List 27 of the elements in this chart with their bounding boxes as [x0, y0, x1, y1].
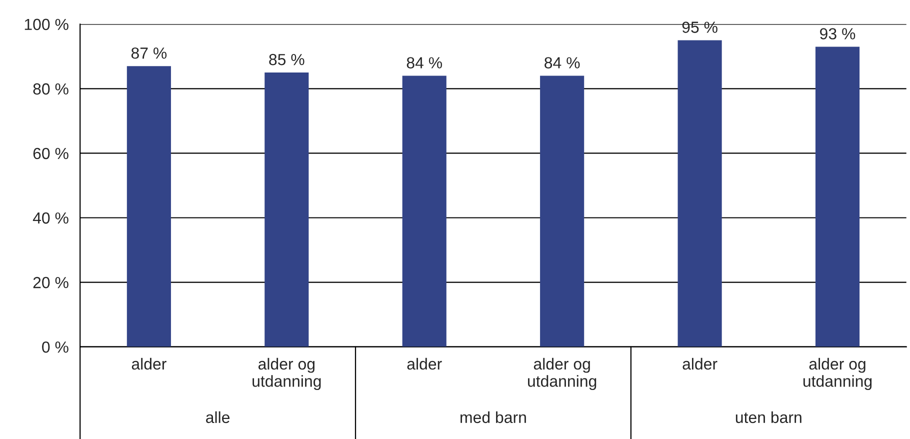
x-tick-label: alder og utdanning: [803, 358, 872, 390]
bar: [264, 72, 309, 347]
x-tick-label: alder og utdanning: [252, 358, 321, 390]
data-label: 87 %: [131, 47, 167, 59]
bar: [402, 76, 446, 347]
data-label: 85 %: [269, 54, 304, 66]
text: alle: [206, 411, 230, 424]
text: uten barn: [736, 411, 802, 424]
bar: [126, 66, 171, 347]
y-tick-label: 60 %: [33, 148, 68, 160]
data-label: 93 %: [820, 28, 856, 40]
y-tick-label: 100 %: [24, 18, 68, 30]
data-label: 95 %: [682, 22, 718, 33]
y-tick-label: 40 %: [32, 212, 68, 224]
bar: [815, 46, 860, 347]
y-tick-label: 0 %: [42, 341, 68, 353]
text: med barn: [460, 411, 526, 424]
x-tick-label: alder: [132, 358, 166, 370]
x-tick-label: alder: [407, 358, 442, 370]
y-tick-label: 80 %: [33, 83, 68, 95]
data-label: 84 %: [406, 57, 442, 68]
y-tick-label: 20 %: [33, 276, 68, 288]
bar: [678, 40, 722, 347]
bar: [540, 76, 584, 347]
x-tick-label: alder og utdanning: [528, 358, 596, 390]
x-tick-label: alder: [682, 358, 718, 370]
data-label: 84 %: [544, 57, 580, 68]
